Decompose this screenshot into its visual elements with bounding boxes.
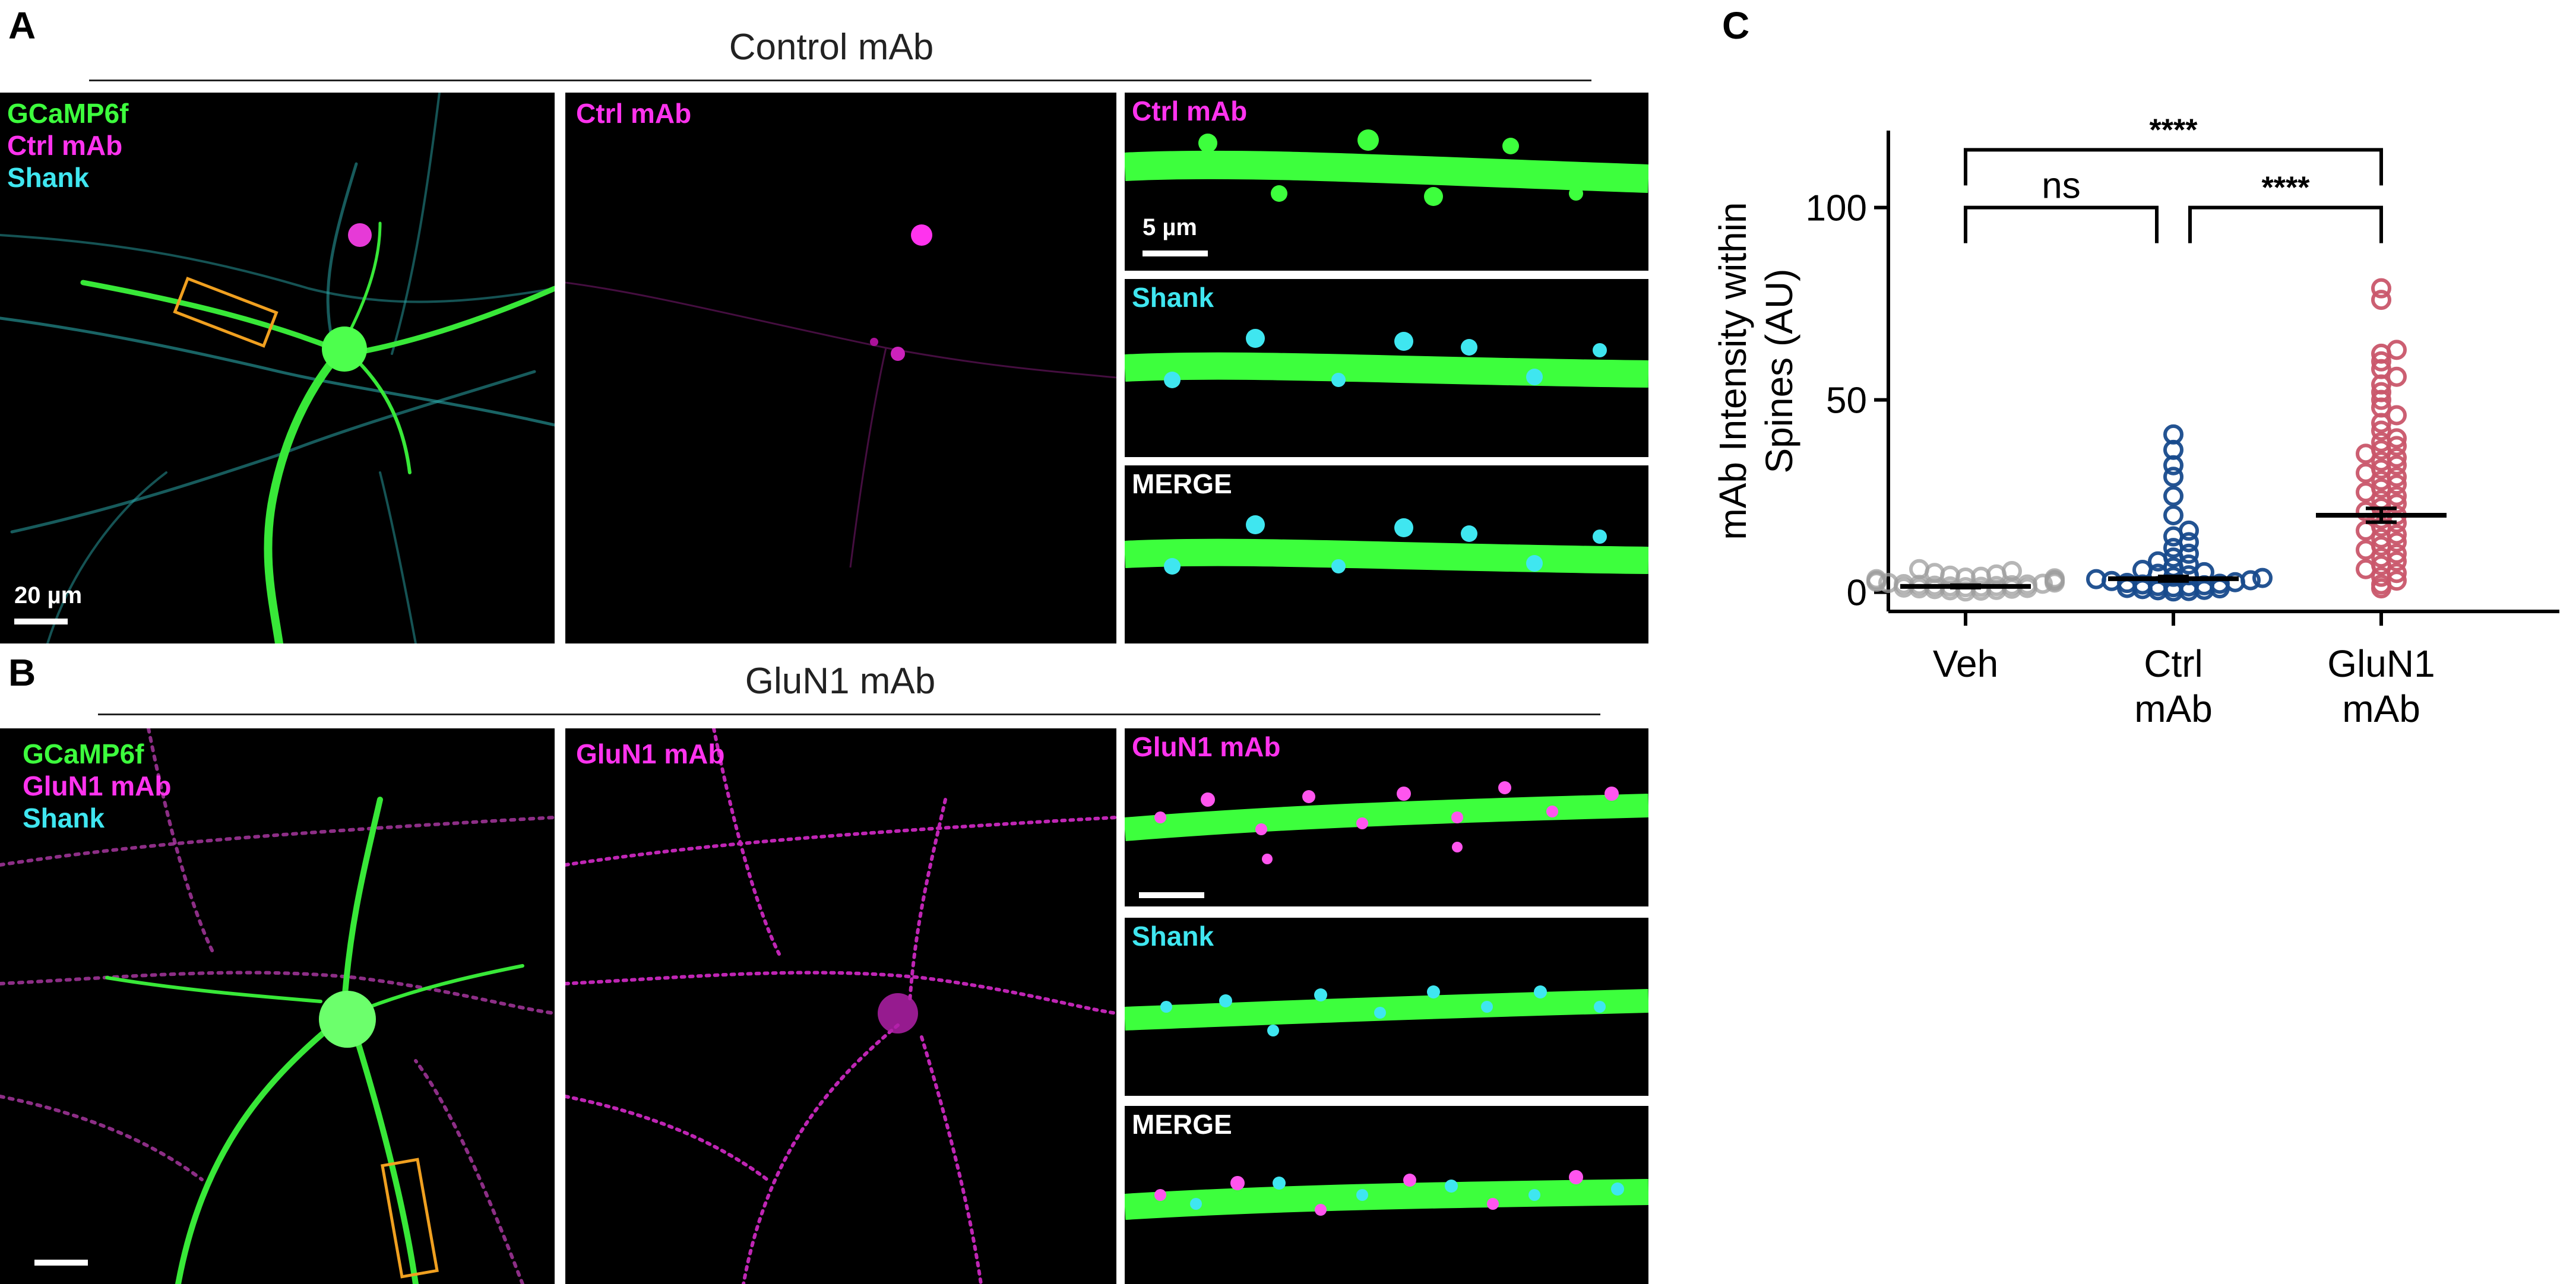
data-point [2163,505,2183,525]
y-tick-label: 100 [1806,188,1867,229]
data-point [2033,573,2053,594]
overview-label-gcamp: GCaMP6f [7,98,129,129]
data-point [2163,467,2183,487]
significance-bracket [2188,205,2383,243]
data-point [2371,351,2391,372]
data-point [2371,420,2391,441]
data-point [2387,366,2407,387]
panel-b-zoom-3: MERGE [1125,1106,1648,1284]
panel-b-overview-image: GCaMP6f GluN1 mAb Shank [0,728,555,1284]
data-point [1866,569,1887,589]
x-tick-label: GluN1 [2327,642,2435,685]
data-point [2002,560,2022,581]
data-point [2252,568,2273,588]
panel-b-single-channel-image: GluN1 mAb [565,728,1116,1284]
data-point [2086,569,2106,589]
y-tick-label: 0 [1847,573,1867,614]
data-point [1878,573,1898,594]
data-point [2163,486,2183,506]
data-point [2179,520,2199,541]
zoom-label-merge: MERGE [1132,1109,1232,1140]
panel-letter-c: C [1722,4,1750,47]
single-channel-label: GluN1 mAb [576,738,725,769]
panel-b-title-rule [98,714,1600,715]
data-point [1909,559,1929,579]
panel-b-title: GluN1 mAb [745,661,936,702]
significance-label: **** [2262,171,2311,205]
overview-scale-label: 20 µm [14,582,83,608]
panel-letter-a: A [8,4,36,47]
zoom-label-merge: MERGE [1132,468,1232,499]
panel-a-zoom-1: Ctrl mAb 5 µm [1125,93,1648,271]
data-point [2240,570,2261,591]
zoom-label-mab: GluN1 mAb [1132,731,1281,762]
panel-c-chart: 0 50 100 mAb Intensity within Spines (AU) Veh… [1710,107,2565,772]
scatter-chart: 0 50 100 mAb Intensity within Spines (AU) Veh… [1711,113,2559,730]
data-point [2387,405,2407,426]
data-point [2387,543,2407,564]
zoom-label-mab: Ctrl mAb [1132,96,1248,126]
data-point [2045,568,2065,589]
data-point [2387,447,2407,468]
zoom-label-shank: Shank [1132,921,1214,952]
y-tick-label: 50 [1826,381,1867,421]
data-point [2387,524,2407,545]
data-point [2387,340,2407,360]
x-tick-label: mAb [2134,687,2213,730]
overview-label-gcamp: GCaMP6f [23,738,144,769]
overview-label-shank: Shank [7,162,90,193]
significance-bracket [1964,205,2159,243]
x-tick-label: Veh [1933,642,1998,685]
significance-label: ns [2042,166,2080,207]
panel-a-title: Control mAb [729,27,934,68]
significance-bracket [1964,148,2383,186]
panel-letter-b: B [8,651,36,694]
overview-label-shank: Shank [23,803,105,833]
data-point [2387,563,2407,584]
data-point [2387,428,2407,449]
zoom-scale-bar [1139,892,1204,898]
y-axis-label: mAb Intensity within [1711,202,1754,540]
panel-a-overview-image: GCaMP6f Ctrl mAb Shank 20 µm [0,93,555,643]
data-point [2371,290,2391,310]
overview-label-mab: GluN1 mAb [23,771,172,801]
single-channel-label: Ctrl mAb [576,98,692,129]
panel-a-single-channel-image: Ctrl mAb [565,93,1116,643]
x-tick-label: Ctrl [2144,642,2203,685]
panel-a-title-rule [89,80,1591,81]
data-point [2387,467,2407,487]
panel-a-zoom-2: Shank [1125,279,1648,457]
data-point [2371,278,2391,299]
data-point [2371,382,2391,402]
data-point [2163,424,2183,445]
overview-label-mab: Ctrl mAb [7,130,123,161]
overview-scale-bar [14,619,68,624]
x-tick-label: mAb [2342,687,2420,730]
overview-scale-bar [34,1260,88,1266]
zoom-label-shank: Shank [1132,282,1214,313]
panel-a-zoom-3: MERGE [1125,465,1648,643]
zoom-scale-label: 5 µm [1143,214,1197,240]
data-point [2387,486,2407,506]
panel-b-zoom-1: GluN1 mAb [1125,728,1648,906]
significance-label: **** [2150,113,2198,147]
y-axis-label: Spines (AU) [1758,269,1800,474]
zoom-scale-bar [1143,251,1208,256]
panel-b-zoom-2: Shank [1125,918,1648,1096]
